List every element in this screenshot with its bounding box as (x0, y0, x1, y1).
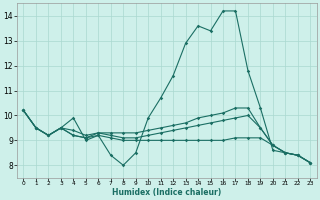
X-axis label: Humidex (Indice chaleur): Humidex (Indice chaleur) (112, 188, 221, 197)
